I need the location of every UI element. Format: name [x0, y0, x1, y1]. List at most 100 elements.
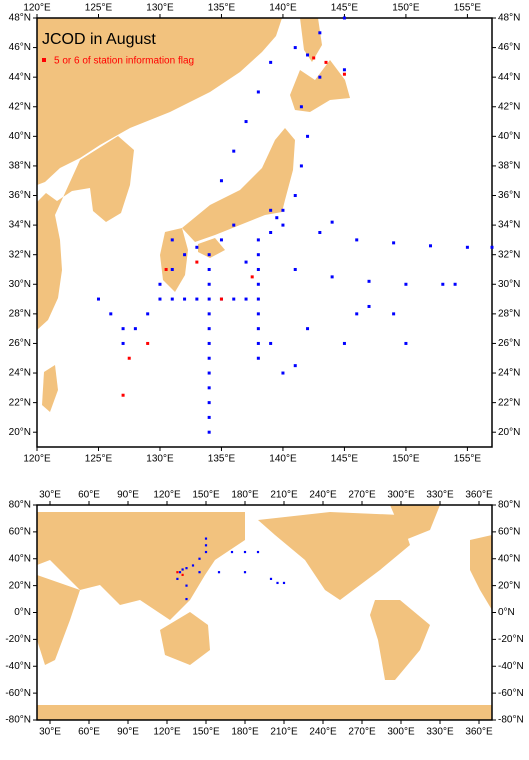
- x-tick-label: 90°E: [117, 727, 139, 738]
- y-tick-label: 42°N: [9, 101, 31, 112]
- x-tick-label: 240°E: [309, 727, 337, 738]
- station: [207, 415, 211, 419]
- station: [269, 60, 273, 64]
- station: [392, 241, 396, 245]
- legend-label: 5 or 6 of station information flag: [54, 56, 194, 67]
- station: [318, 31, 322, 35]
- x-tick-label: 130°E: [146, 454, 174, 465]
- station: [256, 297, 260, 301]
- station: [232, 149, 236, 153]
- station: [318, 75, 322, 79]
- x-tick-label: 155°E: [454, 454, 482, 465]
- x-tick-label: 140°E: [269, 3, 297, 14]
- bottom-map-land: [37, 505, 492, 720]
- station: [392, 312, 396, 316]
- station: [146, 312, 150, 316]
- station: [429, 244, 433, 248]
- x-tick-label: 120°E: [153, 490, 181, 501]
- station: [198, 557, 201, 560]
- y-tick-label: 34°N: [9, 220, 31, 231]
- y-tick-label: 40°N: [498, 553, 520, 564]
- flagged-station: [164, 267, 168, 271]
- y-tick-label: 38°N: [498, 161, 520, 172]
- station: [207, 341, 211, 345]
- station: [243, 550, 247, 554]
- y-tick-label: 34°N: [498, 220, 520, 231]
- station: [207, 386, 211, 390]
- flagged-station: [324, 60, 328, 64]
- flagged-station: [312, 56, 316, 60]
- y-tick-label: 0°N: [14, 607, 31, 618]
- y-tick-label: 0°N: [498, 607, 515, 618]
- station: [158, 282, 162, 286]
- y-tick-label: -20°N: [498, 634, 524, 645]
- station: [121, 327, 125, 331]
- x-tick-label: 130°E: [146, 3, 174, 14]
- y-tick-label: 20°N: [9, 427, 31, 438]
- y-tick-label: 46°N: [498, 42, 520, 53]
- station: [256, 238, 260, 242]
- y-tick-label: 48°N: [498, 13, 520, 24]
- station: [232, 297, 236, 301]
- y-tick-label: 40°N: [9, 131, 31, 142]
- station: [256, 550, 260, 554]
- station: [330, 275, 334, 279]
- y-tick-label: 44°N: [9, 72, 31, 83]
- station: [109, 312, 113, 316]
- x-tick-label: 180°E: [231, 490, 259, 501]
- y-tick-label: 60°N: [498, 527, 520, 538]
- station: [207, 401, 211, 405]
- x-tick-label: 155°E: [454, 3, 482, 14]
- y-tick-label: 28°N: [9, 309, 31, 320]
- flagged-station: [250, 275, 254, 279]
- station: [256, 356, 260, 360]
- station: [269, 577, 273, 581]
- x-tick-label: 125°E: [85, 454, 113, 465]
- x-tick-label: 145°E: [331, 454, 359, 465]
- x-tick-label: 135°E: [208, 3, 236, 14]
- x-tick-label: 60°E: [78, 490, 100, 501]
- station: [306, 327, 310, 331]
- station: [256, 253, 260, 257]
- x-tick-label: 150°E: [192, 490, 220, 501]
- flagged-station: [181, 573, 184, 576]
- y-tick-label: 26°N: [498, 338, 520, 349]
- flagged-station: [127, 356, 131, 360]
- station: [281, 208, 285, 212]
- station: [198, 571, 201, 574]
- flagged-station: [219, 297, 223, 301]
- flagged-station: [146, 341, 150, 345]
- station: [441, 282, 445, 286]
- station: [230, 550, 234, 554]
- y-tick-label: 40°N: [9, 553, 31, 564]
- x-tick-label: 360°E: [465, 490, 493, 501]
- station: [170, 238, 174, 242]
- station: [207, 253, 211, 257]
- station: [318, 231, 322, 234]
- station: [183, 253, 187, 257]
- station: [256, 267, 260, 271]
- station: [276, 581, 279, 585]
- station: [293, 194, 297, 198]
- station: [404, 341, 408, 345]
- station: [204, 544, 208, 547]
- x-tick-label: 120°E: [23, 3, 51, 14]
- x-tick-label: 360°E: [465, 727, 493, 738]
- station: [330, 220, 334, 224]
- station: [293, 46, 297, 50]
- x-tick-label: 330°E: [426, 490, 454, 501]
- station: [269, 208, 273, 212]
- station: [404, 282, 408, 286]
- station: [207, 430, 211, 434]
- x-tick-label: 330°E: [426, 727, 454, 738]
- station: [96, 297, 100, 301]
- y-tick-label: -60°N: [5, 688, 31, 699]
- y-tick-label: 48°N: [9, 13, 31, 24]
- y-tick-label: 30°N: [9, 279, 31, 290]
- station: [243, 571, 247, 574]
- station: [256, 327, 260, 331]
- station: [244, 120, 248, 124]
- y-tick-label: -60°N: [498, 688, 524, 699]
- top-map-frame: [36, 17, 493, 448]
- y-tick-label: 24°N: [9, 368, 31, 379]
